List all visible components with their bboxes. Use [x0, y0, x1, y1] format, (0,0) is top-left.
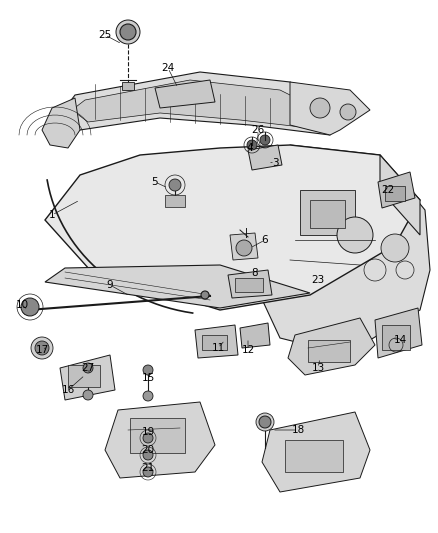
Circle shape	[143, 365, 153, 375]
Polygon shape	[262, 412, 370, 492]
FancyBboxPatch shape	[300, 190, 355, 235]
Polygon shape	[60, 355, 115, 400]
Circle shape	[247, 140, 257, 150]
FancyBboxPatch shape	[235, 278, 263, 292]
FancyBboxPatch shape	[202, 335, 227, 350]
Text: 13: 13	[311, 363, 325, 373]
Circle shape	[143, 391, 153, 401]
Polygon shape	[45, 145, 420, 310]
Circle shape	[337, 217, 373, 253]
Polygon shape	[380, 155, 420, 235]
FancyBboxPatch shape	[130, 418, 185, 453]
Text: 4: 4	[247, 143, 253, 153]
Polygon shape	[105, 402, 215, 478]
Text: 11: 11	[212, 343, 225, 353]
Text: 26: 26	[251, 125, 265, 135]
Text: 17: 17	[35, 345, 49, 355]
Text: 1: 1	[49, 210, 55, 220]
Text: 23: 23	[311, 275, 325, 285]
Text: 25: 25	[99, 30, 112, 40]
Polygon shape	[72, 80, 320, 128]
Circle shape	[116, 20, 140, 44]
Circle shape	[340, 104, 356, 120]
Text: 3: 3	[272, 158, 278, 168]
Text: 14: 14	[393, 335, 406, 345]
Circle shape	[259, 416, 271, 428]
Text: 27: 27	[81, 363, 95, 373]
Polygon shape	[42, 98, 80, 148]
Circle shape	[236, 240, 252, 256]
Polygon shape	[375, 308, 422, 358]
Text: 19: 19	[141, 427, 155, 437]
FancyBboxPatch shape	[165, 195, 185, 207]
Circle shape	[31, 337, 53, 359]
Polygon shape	[240, 323, 270, 348]
FancyBboxPatch shape	[122, 82, 134, 90]
Polygon shape	[45, 265, 310, 308]
FancyBboxPatch shape	[285, 440, 343, 472]
Text: 24: 24	[161, 63, 175, 73]
Polygon shape	[378, 172, 415, 208]
Text: 8: 8	[252, 268, 258, 278]
Circle shape	[256, 413, 274, 431]
FancyBboxPatch shape	[385, 186, 405, 201]
Text: 12: 12	[241, 345, 254, 355]
FancyBboxPatch shape	[68, 365, 100, 387]
FancyBboxPatch shape	[308, 340, 350, 362]
Circle shape	[83, 363, 93, 373]
Polygon shape	[260, 145, 430, 348]
Text: 15: 15	[141, 373, 155, 383]
Text: 5: 5	[152, 177, 158, 187]
Circle shape	[120, 24, 136, 40]
Circle shape	[35, 341, 49, 355]
Polygon shape	[60, 72, 340, 135]
FancyBboxPatch shape	[382, 325, 410, 350]
Text: 20: 20	[141, 445, 155, 455]
Circle shape	[310, 98, 330, 118]
Text: 16: 16	[61, 385, 74, 395]
Polygon shape	[228, 270, 272, 298]
Circle shape	[143, 433, 153, 443]
Text: 21: 21	[141, 463, 155, 473]
Circle shape	[169, 179, 181, 191]
Circle shape	[260, 135, 270, 145]
Polygon shape	[290, 82, 370, 135]
Text: 6: 6	[261, 235, 268, 245]
Circle shape	[23, 305, 33, 315]
Circle shape	[143, 450, 153, 460]
Circle shape	[21, 298, 39, 316]
Circle shape	[83, 390, 93, 400]
Polygon shape	[248, 145, 282, 170]
Circle shape	[201, 291, 209, 299]
Polygon shape	[288, 318, 375, 375]
FancyBboxPatch shape	[310, 200, 345, 228]
Circle shape	[143, 467, 153, 477]
Text: 22: 22	[381, 185, 395, 195]
Text: 18: 18	[291, 425, 304, 435]
Polygon shape	[230, 233, 258, 260]
Polygon shape	[155, 80, 215, 108]
Text: 9: 9	[107, 280, 113, 290]
Polygon shape	[195, 325, 238, 358]
Text: 10: 10	[15, 300, 28, 310]
Circle shape	[381, 234, 409, 262]
